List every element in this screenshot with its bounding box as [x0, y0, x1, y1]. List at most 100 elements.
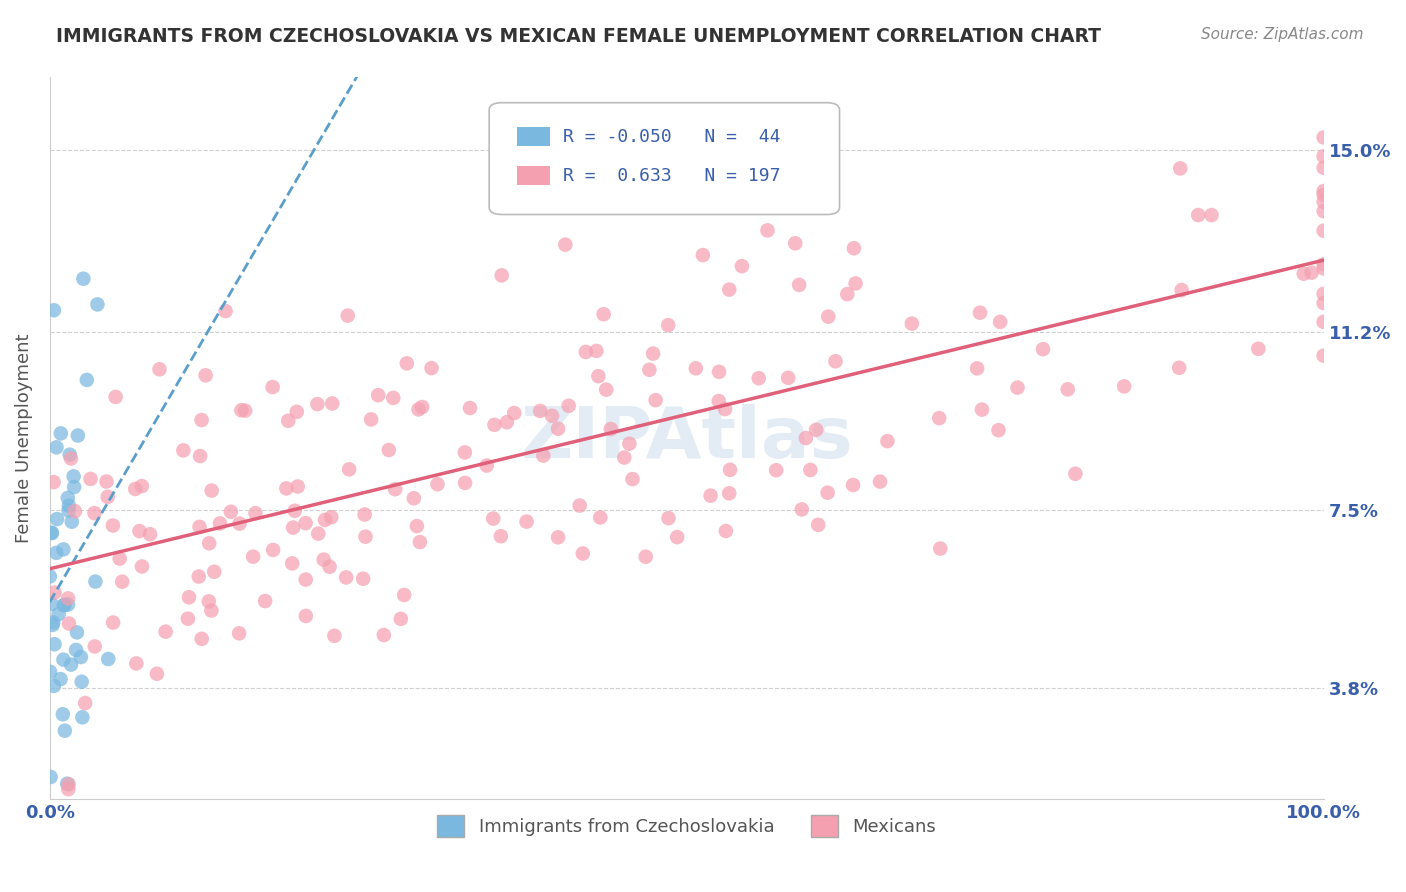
- Point: [335, 570, 357, 584]
- Point: [187, 569, 209, 583]
- Legend: Immigrants from Czechoslovakia, Mexicans: Immigrants from Czechoslovakia, Mexicans: [430, 807, 943, 844]
- Point: [1301, 266, 1323, 280]
- Point: [901, 317, 924, 331]
- Point: [547, 422, 569, 436]
- Point: [42, 679, 65, 693]
- Point: [190, 413, 212, 427]
- Point: [62, 469, 84, 483]
- Point: [38, 569, 60, 583]
- Point: [44, 637, 66, 651]
- Point: [41, 526, 63, 541]
- Point: [321, 510, 343, 524]
- Point: [60, 515, 83, 529]
- Point: [529, 404, 551, 418]
- Point: [489, 529, 512, 543]
- Point: [503, 406, 526, 420]
- Point: [39, 665, 62, 679]
- Point: [408, 402, 430, 417]
- Point: [692, 248, 714, 262]
- Point: [285, 405, 308, 419]
- Text: IMMIGRANTS FROM CZECHOSLOVAKIA VS MEXICAN FEMALE UNEMPLOYMENT CORRELATION CHART: IMMIGRANTS FROM CZECHOSLOVAKIA VS MEXICA…: [56, 27, 1101, 45]
- Point: [1201, 208, 1223, 222]
- Point: [426, 477, 449, 491]
- Point: [318, 559, 340, 574]
- Point: [188, 520, 211, 534]
- Point: [787, 277, 810, 292]
- Point: [177, 612, 200, 626]
- Point: [314, 513, 336, 527]
- Point: [1032, 342, 1054, 356]
- Point: [66, 428, 89, 442]
- Point: [1312, 194, 1334, 209]
- Point: [657, 511, 679, 525]
- Point: [59, 451, 82, 466]
- Point: [1168, 161, 1191, 176]
- Point: [65, 643, 87, 657]
- Point: [778, 371, 800, 385]
- Point: [988, 315, 1011, 329]
- Point: [714, 402, 737, 417]
- Point: [382, 391, 405, 405]
- Point: [323, 629, 346, 643]
- Point: [45, 546, 67, 560]
- Point: [49, 426, 72, 441]
- Point: [1187, 208, 1209, 222]
- Point: [547, 530, 569, 544]
- Point: [588, 369, 610, 384]
- Point: [748, 371, 770, 385]
- Point: [1312, 261, 1334, 276]
- Point: [336, 309, 359, 323]
- Point: [101, 518, 124, 533]
- Point: [634, 549, 657, 564]
- Point: [233, 403, 256, 417]
- Point: [97, 490, 120, 504]
- Point: [1056, 382, 1078, 396]
- Point: [104, 390, 127, 404]
- Point: [1312, 149, 1334, 163]
- Point: [58, 616, 80, 631]
- Point: [124, 482, 146, 496]
- Point: [541, 409, 564, 423]
- Point: [402, 491, 425, 506]
- Point: [155, 624, 177, 639]
- Point: [294, 609, 316, 624]
- Point: [53, 598, 76, 612]
- Point: [352, 572, 374, 586]
- Point: [807, 517, 830, 532]
- Point: [589, 510, 612, 524]
- Point: [125, 657, 148, 671]
- Point: [353, 508, 375, 522]
- Point: [1312, 315, 1334, 329]
- Point: [575, 345, 598, 359]
- Y-axis label: Female Unemployment: Female Unemployment: [15, 334, 32, 543]
- Point: [188, 449, 211, 463]
- Point: [516, 515, 538, 529]
- Point: [643, 346, 665, 360]
- Point: [685, 361, 707, 376]
- Point: [876, 434, 898, 449]
- Point: [718, 486, 741, 500]
- Point: [42, 615, 65, 630]
- Point: [360, 412, 382, 426]
- Point: [384, 482, 406, 496]
- Point: [707, 365, 730, 379]
- Point: [621, 472, 644, 486]
- Point: [190, 632, 212, 646]
- Point: [284, 504, 307, 518]
- Point: [53, 723, 76, 738]
- Point: [454, 475, 477, 490]
- Point: [817, 310, 839, 324]
- Point: [592, 307, 614, 321]
- Point: [1312, 187, 1334, 202]
- Point: [262, 380, 284, 394]
- Point: [307, 526, 329, 541]
- Point: [72, 710, 94, 724]
- Point: [52, 598, 75, 612]
- FancyBboxPatch shape: [517, 128, 550, 146]
- Point: [245, 506, 267, 520]
- Point: [146, 666, 169, 681]
- Point: [970, 402, 993, 417]
- Point: [70, 674, 93, 689]
- Point: [60, 657, 83, 672]
- Point: [765, 463, 787, 477]
